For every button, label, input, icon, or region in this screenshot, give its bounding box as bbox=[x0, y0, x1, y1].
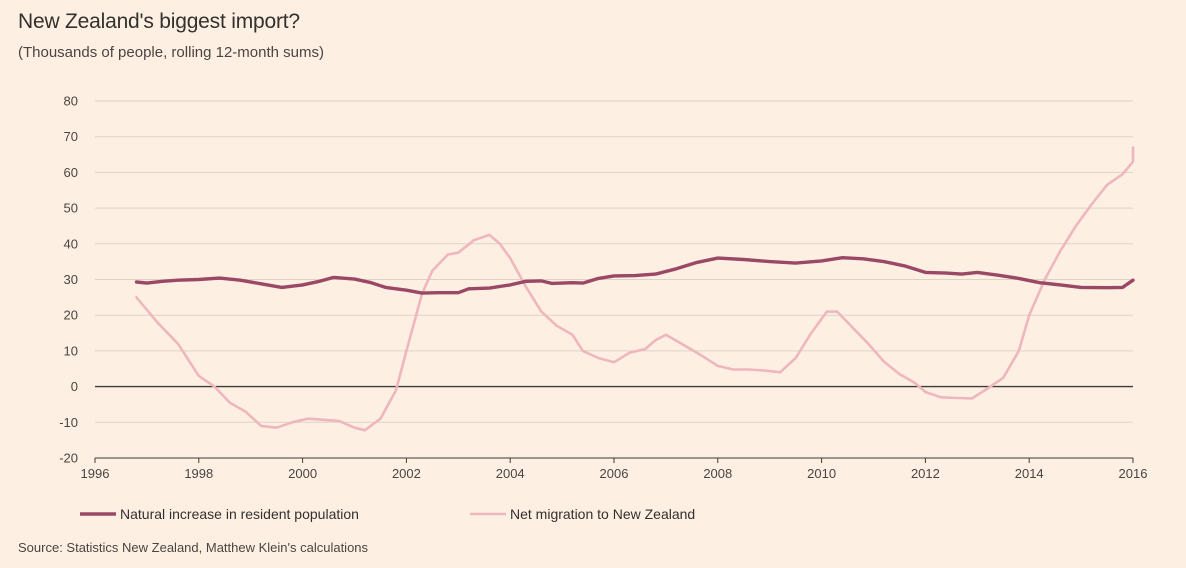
x-tick-label: 2008 bbox=[703, 466, 732, 481]
chart-title: New Zealand's biggest import? bbox=[18, 10, 300, 33]
y-tick-label: 80 bbox=[64, 94, 78, 109]
gridlines bbox=[95, 100, 1133, 459]
legend-net-migration: Net migration to New Zealand bbox=[470, 506, 695, 522]
legend-label: Natural increase in resident population bbox=[120, 506, 359, 522]
x-tick-label: 1996 bbox=[81, 466, 110, 481]
x-tick-label: 2002 bbox=[392, 466, 421, 481]
series-lines bbox=[134, 146, 1135, 432]
y-tick-label: -20 bbox=[59, 451, 78, 466]
series-line-natural-increase bbox=[134, 256, 1135, 295]
x-tick-label: 2004 bbox=[496, 466, 525, 481]
legend-label: Net migration to New Zealand bbox=[510, 506, 695, 522]
y-tick-label: 70 bbox=[64, 129, 78, 144]
y-tick-label: 20 bbox=[64, 308, 78, 323]
y-tick-label: 50 bbox=[64, 201, 78, 216]
y-tick-label: 30 bbox=[64, 272, 78, 287]
y-tick-label: -10 bbox=[59, 415, 78, 430]
y-axis: -20 -10 0 10 20 30 40 50 60 70 80 bbox=[59, 94, 78, 466]
x-tick-label: 2000 bbox=[288, 466, 317, 481]
x-tick-label: 2016 bbox=[1119, 466, 1148, 481]
legend: Natural increase in resident population N… bbox=[80, 506, 695, 522]
source-note: Source: Statistics New Zealand, Matthew … bbox=[18, 540, 369, 555]
x-tick-label: 2014 bbox=[1015, 466, 1044, 481]
y-tick-label: 0 bbox=[71, 379, 78, 394]
x-axis: 1996 1998 2000 2002 2004 2006 2008 2010 2012 2014… bbox=[81, 458, 1148, 481]
x-tick-label: 2010 bbox=[807, 466, 836, 481]
y-tick-label: 60 bbox=[64, 165, 78, 180]
x-tick-label: 2006 bbox=[600, 466, 629, 481]
chart-subtitle: (Thousands of people, rolling 12-month s… bbox=[18, 44, 324, 61]
y-tick-label: 40 bbox=[64, 236, 78, 251]
x-tick-label: 2012 bbox=[911, 466, 940, 481]
y-tick-label: 10 bbox=[64, 343, 78, 358]
series-line-net-migration bbox=[135, 146, 1135, 432]
x-tick-label: 1998 bbox=[184, 466, 213, 481]
legend-natural-increase: Natural increase in resident population bbox=[80, 506, 359, 522]
